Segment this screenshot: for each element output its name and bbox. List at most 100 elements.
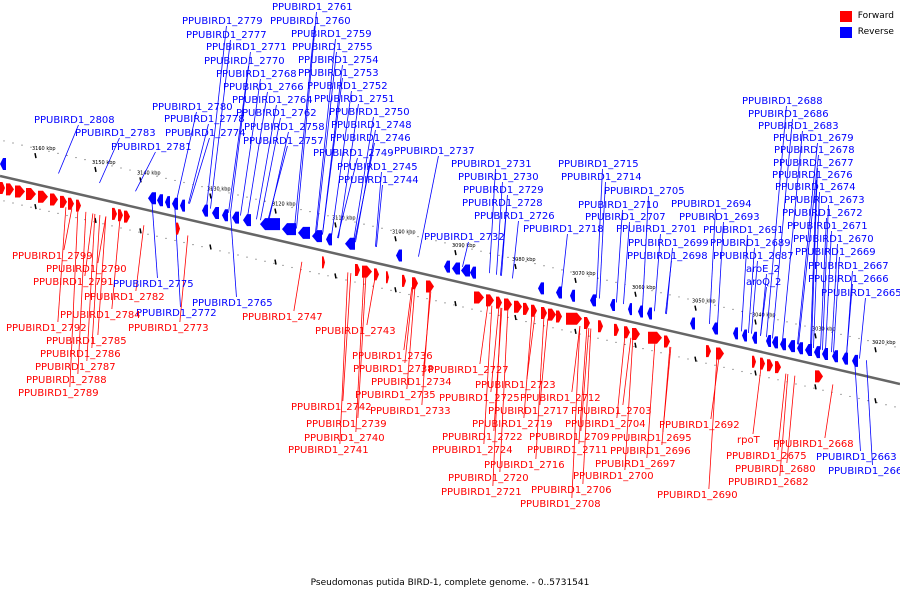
- forward-gene-label: PPUBIRD1_2700: [573, 471, 654, 482]
- coord-dot: [291, 266, 293, 269]
- label-leader-line: [58, 124, 79, 174]
- coord-dot: [858, 337, 860, 340]
- label-leader-line: [578, 327, 588, 445]
- forward-gene-label: PPUBIRD1_2706: [531, 485, 612, 496]
- coord-dot: [165, 237, 167, 239]
- label-leader-line: [268, 131, 289, 223]
- coord-dot: [561, 269, 563, 271]
- reverse-gene-arrow: [752, 331, 757, 344]
- label-leader-line: [355, 276, 365, 433]
- label-leader-line: [293, 261, 303, 312]
- reverse-gene-arrow: [556, 286, 562, 299]
- label-leader-line: [779, 374, 789, 477]
- coord-dot: [228, 252, 230, 254]
- tick-mark: [334, 222, 337, 228]
- reverse-gene-label: PPUBIRD1_2744: [338, 175, 419, 186]
- reverse-gene-label: PPUBIRD1_2764: [232, 95, 313, 106]
- reverse-gene-label: PPUBIRD1_2760: [270, 16, 351, 27]
- coord-dot: [102, 223, 104, 225]
- label-leader-line: [526, 315, 536, 380]
- coord-dot: [12, 142, 14, 144]
- coord-dot: [795, 383, 797, 385]
- forward-gene-label: PPUBIRD1_2692: [659, 420, 740, 431]
- coord-dot: [741, 370, 743, 373]
- coord-dot: [273, 202, 275, 204]
- forward-gene-label: rpoT: [737, 435, 761, 446]
- label-leader-line: [616, 209, 623, 303]
- reverse-gene-label: PPUBIRD1_2667: [808, 261, 889, 272]
- tick-label: 3090 kbp: [452, 243, 476, 249]
- coord-dot: [813, 387, 815, 389]
- reverse-gene-arrow: [797, 342, 803, 355]
- reverse-gene-label: PPUBIRD1_2698: [627, 251, 708, 262]
- forward-gene-label: PPUBIRD1_2739: [306, 419, 387, 430]
- coord-dot: [57, 152, 59, 155]
- label-leader-line: [811, 167, 818, 348]
- reverse-gene-label: PPUBIRD1_2762: [236, 108, 317, 119]
- label-leader-line: [69, 209, 79, 388]
- forward-gene-label: PPUBIRD1_2799: [12, 251, 93, 262]
- reverse-gene-arrow: [733, 327, 738, 340]
- coord-dot: [669, 294, 671, 296]
- reverse-gene-label: PPUBIRD1_2753: [298, 68, 379, 79]
- forward-gene-label: PPUBIRD1_2740: [304, 433, 385, 444]
- forward-gene-label: PPUBIRD1_2704: [565, 419, 646, 430]
- forward-gene-arrow: [514, 300, 522, 313]
- coord-dot: [255, 258, 257, 260]
- forward-gene-arrow: [374, 268, 379, 281]
- coord-dot: [210, 188, 212, 190]
- forward-gene-label: PPUBIRD1_2773: [128, 323, 209, 334]
- coord-dot: [372, 225, 374, 227]
- label-leader-line: [822, 204, 829, 351]
- coord-dot: [282, 204, 284, 207]
- label-leader-line: [86, 213, 96, 362]
- reverse-gene-arrow: [610, 298, 615, 311]
- reverse-gene-label: aroE_2: [746, 264, 780, 275]
- coord-dot: [714, 364, 716, 366]
- reverse-gene-arrow: [788, 340, 795, 353]
- forward-gene-arrow: [118, 209, 123, 222]
- coord-dot: [768, 377, 770, 379]
- coord-dot: [471, 248, 473, 250]
- coord-dot: [570, 271, 572, 273]
- reverse-gene-label: PPUBIRD1_2664: [828, 466, 900, 477]
- coord-dot: [291, 206, 293, 209]
- reverse-gene-label: PPUBIRD1_2768: [216, 69, 297, 80]
- label-leader-line: [777, 373, 787, 451]
- tick-label: 3160 kbp: [32, 146, 56, 152]
- coord-dot: [894, 346, 896, 348]
- coord-dot: [75, 156, 77, 159]
- coord-dot: [633, 285, 635, 288]
- coord-dot: [57, 212, 59, 215]
- reverse-gene-label: PPUBIRD1_2770: [204, 56, 285, 67]
- forward-gene-arrow: [68, 197, 74, 210]
- label-leader-line: [479, 304, 489, 365]
- label-leader-line: [294, 25, 315, 229]
- coord-dot: [21, 204, 23, 206]
- coord-dot: [525, 320, 527, 323]
- coord-dot: [183, 241, 185, 244]
- reverse-gene-label: PPUBIRD1_2729: [463, 185, 544, 196]
- reverse-gene-label: PPUBIRD1_2666: [808, 274, 889, 285]
- label-leader-line: [99, 137, 120, 184]
- coord-dot: [867, 400, 869, 402]
- coord-dot: [138, 231, 140, 233]
- tick-mark: [394, 236, 397, 242]
- label-leader-line: [247, 91, 268, 218]
- reverse-gene-label: PPUBIRD1_2674: [775, 182, 856, 193]
- label-leader-line: [97, 216, 107, 336]
- coord-dot: [48, 210, 50, 212]
- forward-gene-arrow: [632, 328, 640, 341]
- reverse-gene-label: PPUBIRD1_2732: [424, 232, 505, 243]
- label-leader-line: [342, 273, 352, 402]
- reverse-gene-arrow: [0, 158, 6, 170]
- reverse-gene-label: PPUBIRD1_2771: [206, 42, 287, 53]
- reverse-gene-label: PPUBIRD1_2665: [821, 288, 900, 299]
- coord-dot: [660, 292, 662, 294]
- coord-dot: [498, 314, 500, 316]
- label-leader-line: [404, 287, 414, 364]
- forward-gene-arrow: [355, 264, 360, 277]
- forward-gene-arrow: [50, 193, 58, 206]
- coord-dot: [354, 281, 356, 283]
